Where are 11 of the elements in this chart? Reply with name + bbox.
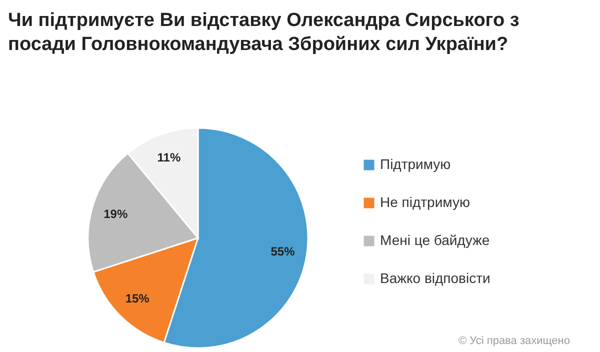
data-label: 15%	[125, 292, 150, 306]
text: посади Головнокомандувача Збройних сил України?	[8, 34, 508, 55]
data-label: 11%	[157, 150, 181, 164]
legend-label: Не підтримую	[380, 194, 470, 210]
text: © Усі права захищено	[458, 335, 570, 347]
data-label: 19%	[104, 207, 128, 222]
text: Чи підтримуєте Ви відставку Олександра Сирського з	[8, 10, 520, 31]
legend-label: Підтримую	[380, 156, 451, 172]
legend-label: Мені це байдуже	[380, 232, 490, 248]
legend-label: Важко відповісти	[380, 270, 490, 286]
data-label: 55%	[270, 244, 296, 258]
